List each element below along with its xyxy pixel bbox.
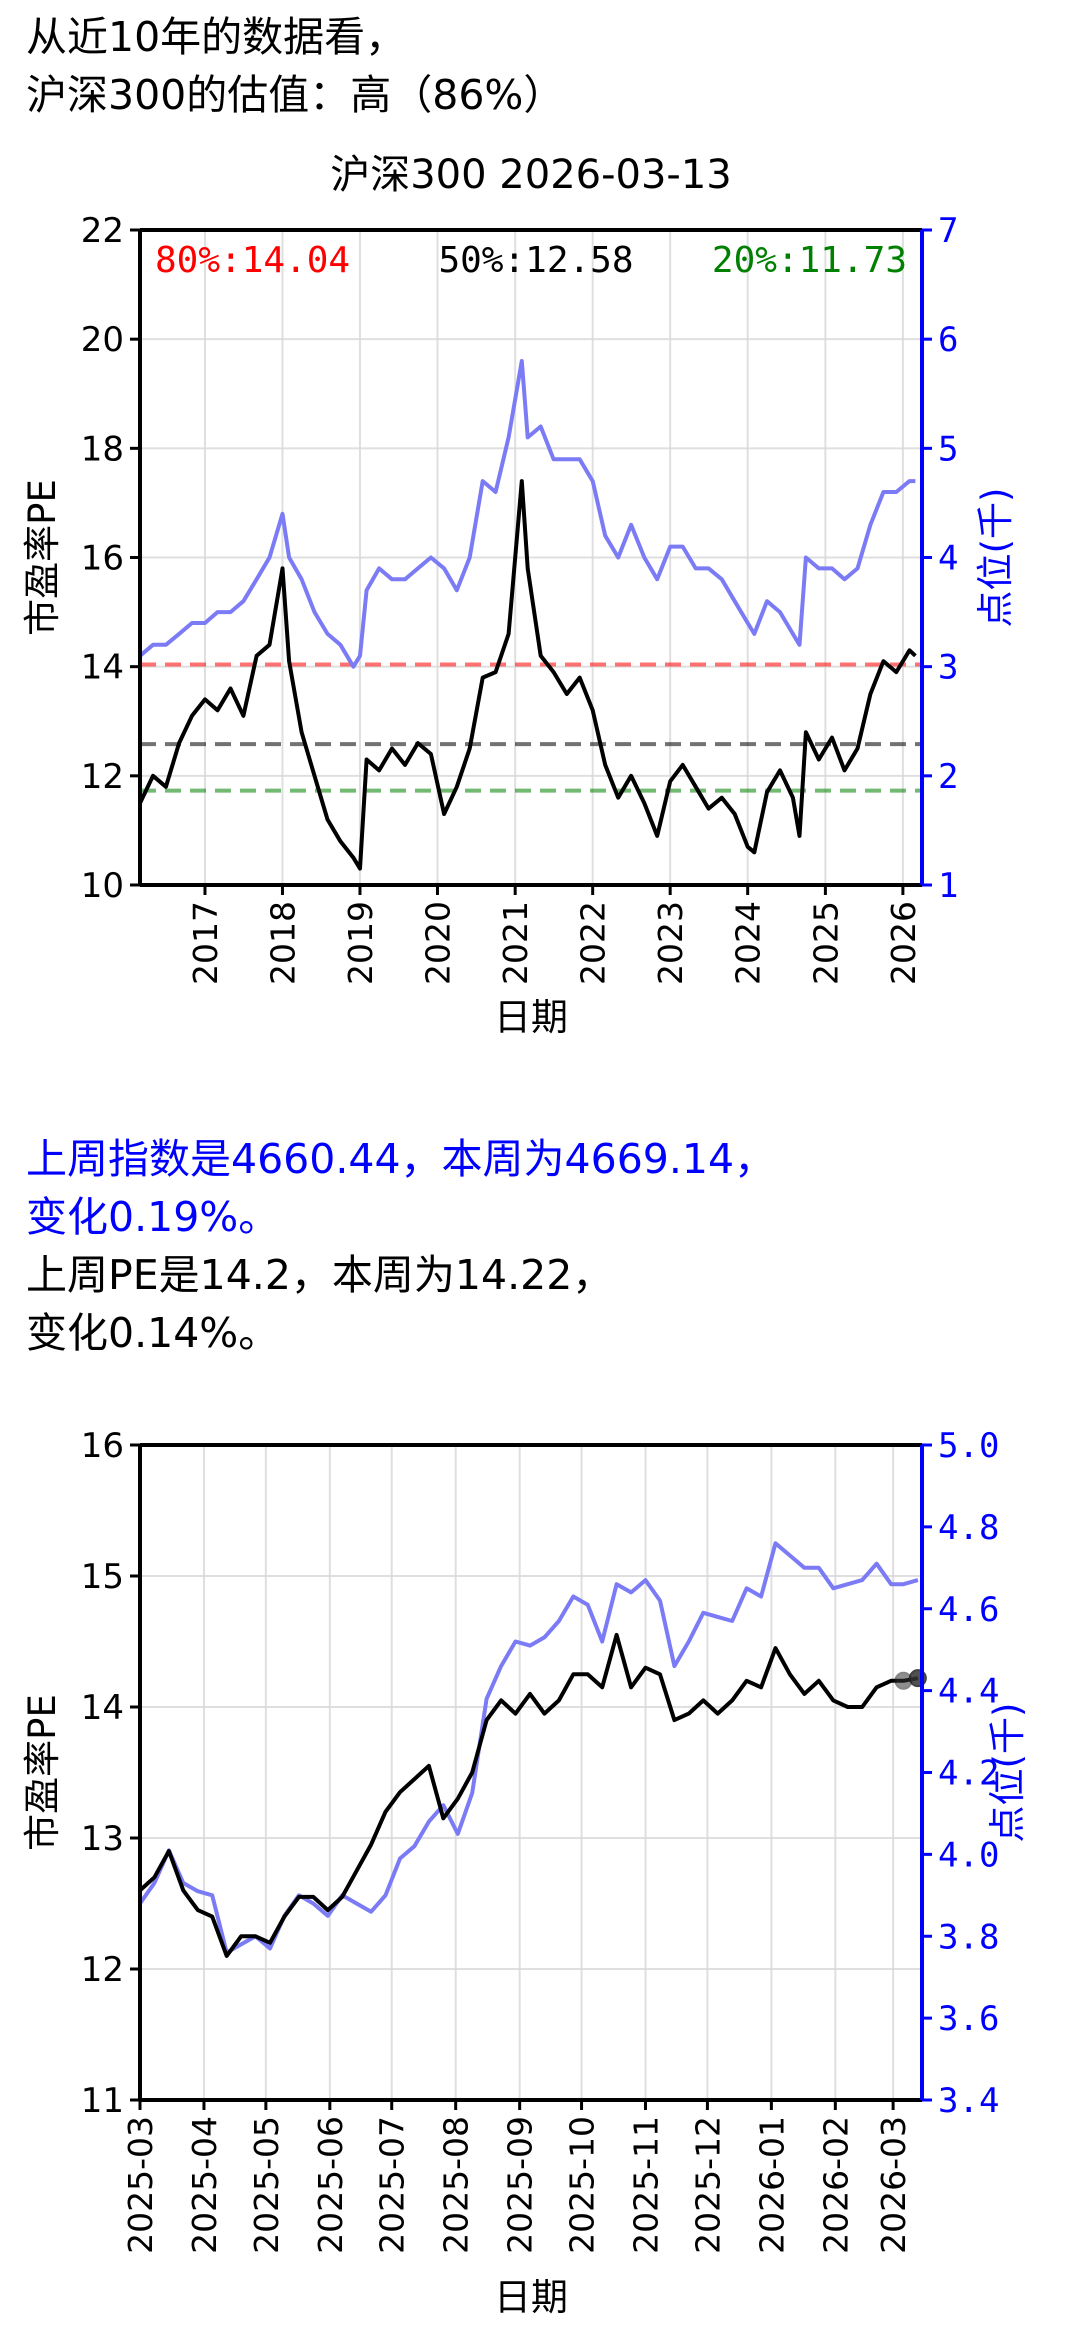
x-tick-label: 2023 xyxy=(651,901,690,985)
y2-tick-label: 4.8 xyxy=(938,1508,999,1548)
index-series-line xyxy=(138,1541,919,1955)
y2-tick-label: 4.0 xyxy=(938,1835,999,1875)
y2-tick-label: 4 xyxy=(938,539,958,579)
pe-series-line xyxy=(138,1632,919,1958)
y-tick-label: 10 xyxy=(81,866,124,906)
valuation-header: 从近10年的数据看， 沪深300的估值：高（86%） xyxy=(26,8,564,124)
y-axis-label: 市盈率PE xyxy=(21,479,64,636)
index-series-line xyxy=(138,359,916,669)
y2-tick-label: 4.4 xyxy=(938,1672,999,1712)
chart-pe-recent-year: 11 12 13 14 15 16 3.4 3.6 3.8 4.0 4.2 4.4 4.6 4.8 5.0 2… xyxy=(21,1426,1029,2319)
reference-label-p50: 50%:12.58 xyxy=(438,240,633,281)
x-tick-label: 2019 xyxy=(341,901,380,985)
x-tick-label: 2021 xyxy=(496,901,535,985)
y2-tick-label: 3.4 xyxy=(938,2081,999,2121)
y-tick-label: 20 xyxy=(81,320,124,360)
x-tick-label: 2025-05 xyxy=(247,2116,286,2254)
x-tick-label: 2025-11 xyxy=(627,2116,666,2254)
y-tick-label: 12 xyxy=(81,757,124,797)
y2-tick-label: 5.0 xyxy=(938,1426,999,1466)
x-tick-label: 2025 xyxy=(806,901,845,985)
x-tick-label: 2026-02 xyxy=(816,2116,855,2254)
y2-tick-label: 4.2 xyxy=(938,1754,999,1794)
x-tick-label: 2025-07 xyxy=(373,2116,412,2254)
reference-label-p20: 20%:11.73 xyxy=(712,240,907,281)
pe-change-line-2: 变化0.14%。 xyxy=(26,1309,280,1357)
x-tick-label: 2025-12 xyxy=(688,2116,727,2254)
pe-change-line-1: 上周PE是14.2，本周为14.22， xyxy=(26,1251,614,1299)
y2-tick-label: 3.6 xyxy=(938,1999,999,2039)
index-change-line-1: 上周指数是4660.44，本周为4669.14， xyxy=(26,1135,776,1183)
y-tick-label: 15 xyxy=(81,1557,124,1597)
y-tick-label: 14 xyxy=(81,1688,124,1728)
y2-tick-label: 7 xyxy=(938,211,958,251)
y-tick-label: 22 xyxy=(81,211,124,251)
x-tick-label: 2020 xyxy=(418,901,457,985)
y2-tick-label: 3.8 xyxy=(938,1917,999,1957)
x-tick-label: 2026 xyxy=(884,901,923,985)
highlight-point xyxy=(894,1671,913,1690)
x-axis-label: 日期 xyxy=(494,2276,568,2319)
x-tick-label: 2025-08 xyxy=(437,2116,476,2254)
reference-label-p80: 80%:14.04 xyxy=(155,240,350,281)
x-tick-label: 2022 xyxy=(574,901,613,985)
x-tick-label: 2025-09 xyxy=(501,2116,540,2254)
y-tick-label: 18 xyxy=(81,429,124,469)
y-tick-label: 12 xyxy=(81,1950,124,1990)
weekly-summary: 上周指数是4660.44，本周为4669.14， 变化0.19%。 上周PE是1… xyxy=(26,1130,775,1362)
x-tick-label: 2026-01 xyxy=(752,2116,791,2254)
header-line-1: 从近10年的数据看， xyxy=(26,13,407,61)
y2-tick-label: 5 xyxy=(938,429,958,469)
x-tick-label: 2026-03 xyxy=(874,2116,913,2254)
chart-pe-10-years: 沪深300 2026-03-13 80%:14.04 50%:12.58 20%:11… xyxy=(21,152,1017,1039)
x-tick-label: 2017 xyxy=(186,901,225,985)
y-tick-label: 16 xyxy=(81,539,124,579)
y-axis-label: 市盈率PE xyxy=(21,1694,64,1851)
pe-series-line xyxy=(138,479,917,871)
x-tick-label: 2025-04 xyxy=(185,2116,224,2254)
x-tick-label: 2024 xyxy=(729,901,768,985)
x-tick-label: 2025-10 xyxy=(563,2116,602,2254)
y-tick-label: 13 xyxy=(81,1819,124,1859)
y-tick-label: 14 xyxy=(81,648,124,688)
y2-tick-label: 2 xyxy=(938,757,958,797)
header-line-2: 沪深300的估值：高（86%） xyxy=(26,71,565,119)
y2-axis-label: 点位(千) xyxy=(986,1703,1029,1843)
x-tick-label: 2018 xyxy=(263,901,302,985)
y2-tick-label: 1 xyxy=(938,866,958,906)
y2-tick-label: 4.6 xyxy=(938,1590,999,1630)
y-tick-label: 11 xyxy=(81,2081,124,2121)
y2-axis-label: 点位(千) xyxy=(974,488,1017,628)
index-change-line-2: 变化0.19%。 xyxy=(26,1193,280,1241)
y-tick-label: 16 xyxy=(81,1426,124,1466)
y2-tick-label: 6 xyxy=(938,320,958,360)
x-axis-label: 日期 xyxy=(494,996,568,1039)
y2-tick-label: 3 xyxy=(938,648,958,688)
chart-title: 沪深300 2026-03-13 xyxy=(330,152,732,198)
x-tick-label: 2025-03 xyxy=(121,2116,160,2254)
x-tick-label: 2025-06 xyxy=(311,2116,350,2254)
